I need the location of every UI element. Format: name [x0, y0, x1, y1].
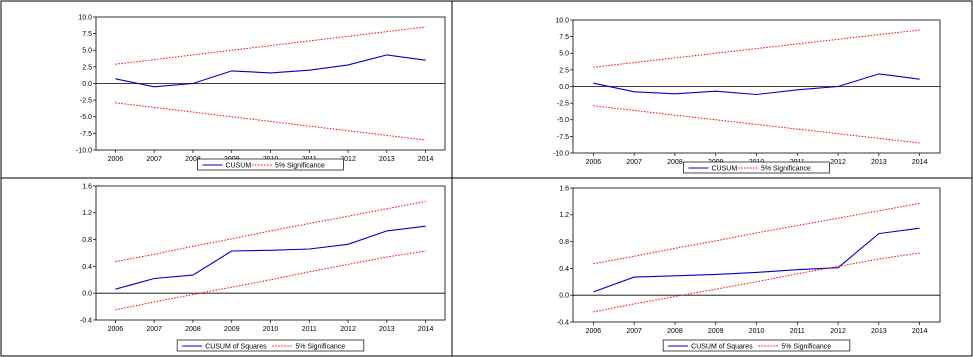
significance-bound-line [593, 202, 920, 265]
y-tick-label: -10.0 [553, 150, 569, 157]
x-tick-label: 2010 [749, 328, 765, 335]
y-tick-label: -10.0 [76, 147, 92, 154]
y-tick-label: 0.0 [559, 84, 569, 91]
y-tick-label: 1.2 [82, 210, 92, 217]
x-tick-label: 2011 [790, 328, 805, 335]
cusum-chart-right: -10.0 -7.5 -5.0 -2.5 0.0 2.5 5.0 7.5 10.0 2006 200… [553, 17, 941, 174]
significance-bound-line [593, 252, 920, 313]
y-tick-label: -2.5 [80, 98, 92, 105]
legend-label: CUSUM [712, 166, 738, 173]
x-tick-label: 2012 [340, 326, 356, 333]
cusum-series-line [115, 54, 426, 88]
y-tick-label: -0.4 [80, 317, 92, 324]
y-tick-label: 5.0 [559, 51, 569, 58]
significance-bound-line [593, 29, 920, 68]
x-tick-label: 2006 [108, 156, 124, 163]
x-tick-label: 2007 [626, 328, 642, 335]
cusum-series-line [593, 73, 920, 96]
legend-label: CUSUM of Squares [691, 344, 753, 351]
x-tick-label: 2012 [340, 156, 356, 163]
plot-area [572, 187, 941, 323]
x-tick-label: 2011 [302, 326, 317, 333]
x-tick-label: 2014 [912, 159, 928, 166]
cusum-series-line [593, 227, 920, 293]
y-tick-label: -0.4 [557, 319, 569, 326]
y-tick-label: 0.4 [559, 266, 569, 273]
y-tick-label: -2.5 [557, 101, 569, 108]
significance-bound-line [115, 200, 426, 263]
x-tick-label: 2014 [418, 326, 434, 333]
y-tick-label: 1.6 [559, 185, 569, 192]
x-tick-label: 2012 [830, 328, 846, 335]
x-tick-label: 2006 [108, 326, 124, 333]
x-tick-label: 2010 [263, 326, 279, 333]
y-tick-label: 0.4 [82, 264, 92, 271]
cusum-squares-chart-left: -0.4 0.0 0.4 0.8 1.2 1.6 2006 2007 2008 2009 2010 2… [80, 183, 446, 352]
y-tick-label: 0.0 [559, 293, 569, 300]
x-tick-label: 2009 [224, 326, 240, 333]
y-tick-label: 1.2 [559, 212, 569, 219]
significance-bound-line [593, 105, 920, 144]
x-tick-label: 2013 [871, 328, 887, 335]
x-tick-label: 2006 [586, 328, 602, 335]
legend-label: 5% Significance [295, 344, 345, 351]
y-tick-label: 2.5 [559, 67, 569, 74]
x-tick-label: 2007 [626, 159, 642, 166]
significance-bound-line [115, 102, 426, 141]
x-tick-label: 2013 [379, 326, 395, 333]
x-tick-label: 2008 [667, 159, 683, 166]
x-tick-label: 2014 [418, 156, 434, 163]
legend-label: 5% Significance [781, 344, 831, 351]
cusum-squares-chart-right: -0.4 0.0 0.4 0.8 1.2 1.6 2006 2007 2008 2009 2010 2… [557, 185, 941, 352]
x-tick-label: 2007 [146, 326, 162, 333]
x-tick-label: 2008 [185, 326, 201, 333]
cusum-series-line [115, 225, 426, 290]
y-tick-label: 1.6 [82, 183, 92, 190]
legend-label: 5% Significance [761, 166, 811, 173]
y-tick-label: 5.0 [82, 48, 92, 55]
legend-label: CUSUM [226, 163, 252, 170]
y-tick-label: 0.0 [82, 291, 92, 298]
legend-label: CUSUM of Squares [205, 344, 267, 351]
significance-bound-line [115, 26, 426, 65]
y-tick-label: 10.0 [555, 17, 569, 24]
cusum-chart-left: -10.0 -7.5 -5.0 -2.5 0.0 2.5 5.0 7.5 10.0 2006 200… [76, 14, 446, 171]
x-tick-label: 2009 [708, 328, 724, 335]
y-tick-label: 0.8 [82, 237, 92, 244]
x-tick-label: 2006 [586, 159, 602, 166]
y-tick-label: -7.5 [80, 131, 92, 138]
y-tick-label: 2.5 [82, 64, 92, 71]
x-tick-label: 2014 [912, 328, 928, 335]
x-tick-label: 2012 [830, 159, 846, 166]
y-tick-label: -5.0 [557, 117, 569, 124]
y-tick-label: 7.5 [559, 34, 569, 41]
significance-bound-line [115, 250, 426, 311]
y-tick-label: 7.5 [82, 31, 92, 38]
plot-area [95, 185, 446, 321]
x-tick-label: 2008 [667, 328, 683, 335]
x-tick-label: 2008 [185, 156, 201, 163]
y-tick-label: 10.0 [78, 14, 92, 21]
legend-box [662, 339, 851, 352]
y-tick-label: 0.8 [559, 239, 569, 246]
legend-box [176, 339, 365, 352]
legend-label: 5% Significance [275, 163, 325, 170]
x-tick-label: 2013 [379, 156, 395, 163]
x-tick-label: 2013 [871, 159, 887, 166]
y-tick-label: -5.0 [80, 114, 92, 121]
y-tick-label: 0.0 [82, 81, 92, 88]
y-tick-label: -7.5 [557, 134, 569, 141]
x-tick-label: 2007 [146, 156, 162, 163]
